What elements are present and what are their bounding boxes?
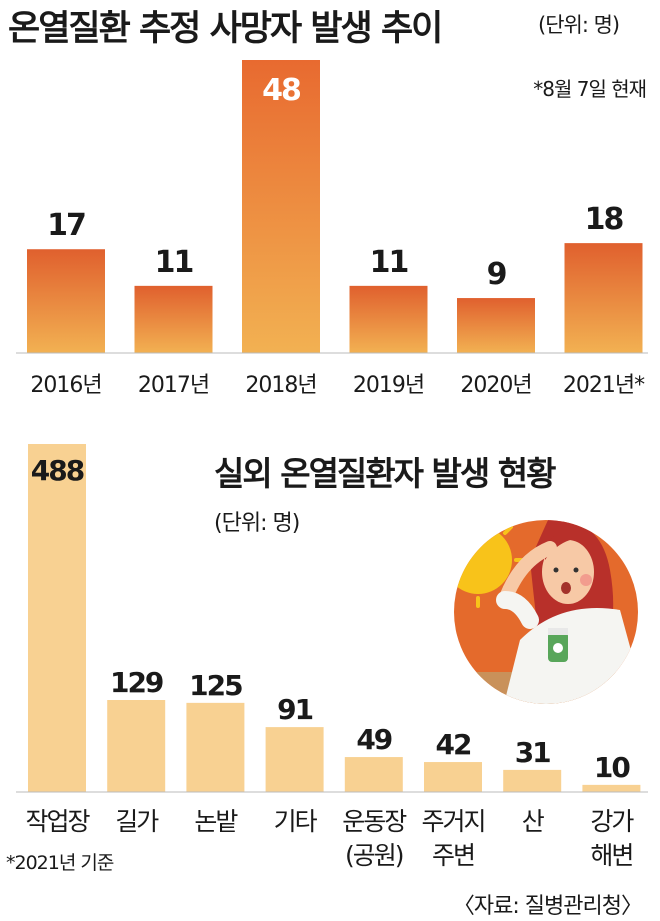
chart1-category-label-0: 2016년 [30,373,101,398]
chart1-value-label-5: 18 [585,202,624,237]
chart2-value-label-0: 488 [31,454,84,487]
chart2-category-label-6-0: 산 [522,807,545,836]
chart2-value-label-2: 125 [189,669,242,702]
chart1-bar-0 [27,249,105,353]
chart1-bar-4 [457,298,535,353]
chart1-value-label-3: 11 [370,245,408,280]
chart1-note: *8월 7일 현재 [533,77,647,101]
chart2-value-label-5: 42 [436,728,471,761]
chart2-value-label-3: 91 [277,693,312,726]
chart2-value-label-7: 10 [594,751,630,784]
chart1-bar-2 [242,60,320,353]
chart1-value-label-4: 9 [487,257,506,292]
chart2-category-label-3-0: 기타 [274,807,318,836]
chart2-category-label-7-1: 해변 [590,841,632,870]
chart2-category-label-7-0: 강가 [590,807,634,836]
chart2-category-label-5-0: 주거지 [421,807,484,836]
chart1-unit: (단위: 명) [538,13,620,37]
chart2-value-label-4: 49 [356,723,391,756]
chart2-note: *2021년 기준 [6,852,114,874]
chart1-bar-1 [134,285,213,353]
chart1-category-label-3: 2019년 [353,373,424,398]
chart1-value-label-2: 48 [262,73,301,108]
source-credit: 〈자료: 질병관리청〉 [452,894,643,919]
chart2-category-label-4-1: (공원) [345,841,403,870]
chart2-bar-4 [344,757,403,792]
chart1-category-label-5: 2021년* [563,373,645,398]
chart2-bar-5 [424,762,482,792]
chart2-category-label-1-0: 길가 [115,807,159,836]
chart2-bar-1 [107,700,166,792]
chart2-category-label-0-0: 작업장 [25,807,90,836]
chart1-title: 온열질환 추정 사망자 발생 추이 [8,9,443,49]
chart2-category-label-5-1: 주변 [432,841,474,870]
chart2-bar-2 [186,702,245,792]
chart2-category-label-2-0: 논밭 [194,807,238,836]
chart1-value-label-0: 17 [47,208,85,243]
chart2-category-label-4-0: 운동장 [342,807,407,836]
chart2-unit: (단위: 명) [214,511,300,536]
chart2-value-label-1: 129 [110,666,163,699]
chart1-bar-5 [564,243,643,353]
chart2-bar-6 [503,769,562,792]
chart2-bar-0 [28,444,86,792]
chart1-value-label-1: 11 [155,245,193,280]
chart2-title: 실외 온열질환자 발생 현황 [214,454,556,493]
chart1-bar-3 [349,285,428,353]
chart2-bar-3 [265,727,324,792]
chart2-bar-7 [582,784,641,792]
chart2-value-label-6: 31 [515,736,550,769]
chart1-category-label-1: 2017년 [138,373,209,398]
chart1-category-label-2: 2018년 [245,373,316,398]
chart1-category-label-4: 2020년 [460,373,531,398]
